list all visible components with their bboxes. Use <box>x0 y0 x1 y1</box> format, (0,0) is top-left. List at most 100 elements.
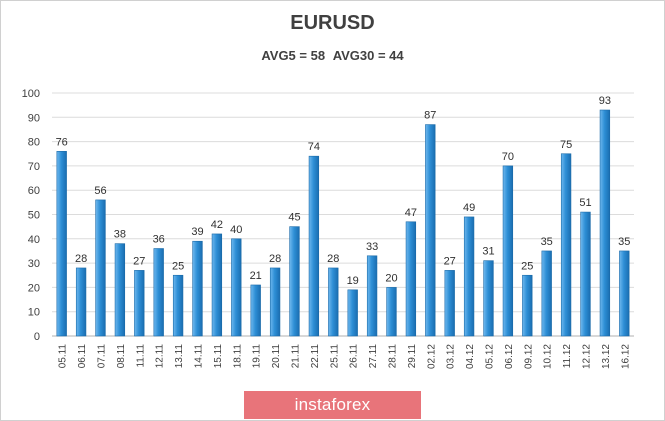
x-tick-label: 09.12 <box>523 344 534 369</box>
avg5-label: AVG5 = 58 <box>261 48 326 63</box>
bar <box>231 238 242 337</box>
bar <box>386 287 397 337</box>
data-label: 40 <box>230 224 242 236</box>
data-label: 27 <box>444 255 456 267</box>
bar <box>502 165 514 337</box>
x-tick-label: 15.11 <box>213 344 224 369</box>
avg30-label: AVG30 = 44 <box>332 48 404 63</box>
bar <box>134 270 145 337</box>
y-tick-label: 50 <box>28 210 40 222</box>
bar <box>425 124 436 337</box>
data-label: 20 <box>385 272 397 284</box>
bar <box>114 243 126 337</box>
bar <box>328 267 339 337</box>
chart-title: EURUSD <box>290 12 375 34</box>
grid-lines <box>52 92 634 337</box>
x-tick-label: 07.11 <box>97 344 108 369</box>
x-tick-label: 12.12 <box>582 344 593 369</box>
x-tick-label: 14.11 <box>194 344 205 369</box>
data-label: 25 <box>521 260 533 272</box>
y-tick-label: 60 <box>28 185 40 197</box>
x-tick-label: 13.11 <box>174 344 185 369</box>
x-tick-label: 03.12 <box>446 344 457 369</box>
data-label: 75 <box>560 139 572 151</box>
y-tick-label: 10 <box>28 307 40 319</box>
data-label: 93 <box>599 95 611 107</box>
bar <box>599 109 611 337</box>
x-tick-label: 06.12 <box>504 344 515 369</box>
x-tick-label: 28.11 <box>388 344 399 369</box>
bar <box>522 274 533 337</box>
y-axis: 0 10 20 30 40 50 60 70 80 90 100 <box>22 88 40 343</box>
data-label: 38 <box>114 229 126 241</box>
bar <box>444 270 455 337</box>
data-label: 56 <box>94 185 106 197</box>
data-label: 19 <box>347 275 359 287</box>
bar <box>95 199 106 337</box>
bar <box>560 153 572 337</box>
x-tick-label: 20.11 <box>271 344 282 369</box>
bar <box>75 267 87 337</box>
x-tick-label: 11.11 <box>135 344 146 368</box>
y-tick-label: 30 <box>28 258 40 270</box>
bar <box>56 151 67 337</box>
x-tick-label: 13.12 <box>601 344 612 369</box>
bar <box>308 155 320 337</box>
data-label: 87 <box>424 110 436 122</box>
y-tick-label: 80 <box>28 137 40 149</box>
data-label: 39 <box>191 226 203 238</box>
x-tick-label: 08.11 <box>116 344 127 369</box>
y-tick-label: 100 <box>22 88 40 100</box>
data-label: 74 <box>308 141 320 153</box>
bar <box>541 250 552 337</box>
bar <box>347 289 358 337</box>
data-label: 25 <box>172 260 184 272</box>
chart-subtitle: AVG5 = 58 AVG30 = 44 <box>0 48 665 63</box>
x-tick-label: 26.11 <box>349 344 360 369</box>
x-tick-label: 04.12 <box>465 344 476 369</box>
data-label: 35 <box>541 236 553 248</box>
bar <box>211 233 223 337</box>
bar <box>289 226 300 337</box>
x-tick-label: 21.11 <box>291 344 302 369</box>
data-label: 70 <box>502 151 514 163</box>
y-tick-label: 0 <box>34 331 40 343</box>
data-label: 33 <box>366 241 378 253</box>
x-tick-label: 22.11 <box>310 344 321 369</box>
data-label: 49 <box>463 202 475 214</box>
bar <box>192 240 203 337</box>
data-label: 47 <box>405 207 417 219</box>
data-label: 21 <box>250 270 262 282</box>
x-tick-label: 06.11 <box>77 344 88 369</box>
bar <box>405 221 417 337</box>
data-label: 28 <box>269 253 281 265</box>
data-label: 31 <box>482 246 494 258</box>
x-axis: 05.11 06.11 07.11 08.11 11.11 12.11 13.11 14.11… <box>58 344 632 369</box>
data-label: 36 <box>153 234 165 246</box>
bar <box>250 284 261 337</box>
data-label: 35 <box>618 236 630 248</box>
instaforex-watermark: instaforex <box>244 391 421 419</box>
x-tick-label: 18.11 <box>232 344 243 369</box>
x-tick-label: 27.11 <box>368 344 379 369</box>
x-tick-label: 25.11 <box>329 344 340 369</box>
y-tick-label: 70 <box>28 161 40 173</box>
y-tick-label: 20 <box>28 282 40 294</box>
x-tick-label: 05.12 <box>485 344 496 369</box>
bar <box>483 260 494 337</box>
bar <box>463 216 475 337</box>
data-label: 42 <box>211 219 223 231</box>
bar <box>153 248 164 337</box>
data-label: 51 <box>579 197 591 209</box>
x-tick-label: 02.12 <box>426 344 437 369</box>
x-tick-label: 10.12 <box>543 344 554 369</box>
data-label: 27 <box>133 255 145 267</box>
x-tick-label: 19.11 <box>252 344 263 369</box>
x-tick-label: 29.11 <box>407 344 418 369</box>
bar <box>269 267 281 337</box>
bar <box>580 211 591 337</box>
bars <box>56 109 630 337</box>
data-label: 28 <box>327 253 339 265</box>
data-label: 76 <box>56 136 68 148</box>
